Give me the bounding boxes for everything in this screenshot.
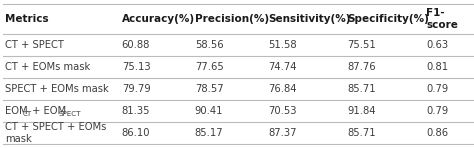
Text: 0.63: 0.63 xyxy=(426,40,448,50)
Text: 0.86: 0.86 xyxy=(426,128,448,138)
Text: 79.79: 79.79 xyxy=(122,84,151,94)
Text: Specificity(%): Specificity(%) xyxy=(347,14,429,24)
Text: 60.88: 60.88 xyxy=(122,40,150,50)
Text: CT + SPECT: CT + SPECT xyxy=(5,40,64,50)
Text: Precision(%): Precision(%) xyxy=(195,14,269,24)
Text: CT + SPECT + EOMs
mask: CT + SPECT + EOMs mask xyxy=(5,122,106,144)
Text: 0.81: 0.81 xyxy=(426,62,448,72)
Text: 58.56: 58.56 xyxy=(195,40,223,50)
Text: 91.84: 91.84 xyxy=(347,106,375,116)
Text: 90.41: 90.41 xyxy=(195,106,223,116)
Text: SPECT: SPECT xyxy=(59,111,82,118)
Text: 78.57: 78.57 xyxy=(195,84,223,94)
Text: Metrics: Metrics xyxy=(5,14,49,24)
Text: Accuracy(%): Accuracy(%) xyxy=(122,14,195,24)
Text: 85.71: 85.71 xyxy=(347,84,376,94)
Text: 75.51: 75.51 xyxy=(347,40,376,50)
Text: 0.79: 0.79 xyxy=(426,84,448,94)
Text: CT + EOMs mask: CT + EOMs mask xyxy=(5,62,90,72)
Text: 74.74: 74.74 xyxy=(268,62,296,72)
Text: + EOM: + EOM xyxy=(33,106,67,116)
Text: 51.58: 51.58 xyxy=(268,40,297,50)
Text: 76.84: 76.84 xyxy=(268,84,296,94)
Text: 81.35: 81.35 xyxy=(122,106,150,116)
Text: CT: CT xyxy=(22,111,32,118)
Text: 85.17: 85.17 xyxy=(195,128,223,138)
Text: 86.10: 86.10 xyxy=(122,128,150,138)
Text: 70.53: 70.53 xyxy=(268,106,296,116)
Text: SPECT + EOMs mask: SPECT + EOMs mask xyxy=(5,84,109,94)
Text: 87.76: 87.76 xyxy=(347,62,376,72)
Text: EOM: EOM xyxy=(5,106,27,116)
Text: 75.13: 75.13 xyxy=(122,62,150,72)
Text: 77.65: 77.65 xyxy=(195,62,224,72)
Text: 85.71: 85.71 xyxy=(347,128,376,138)
Text: Sensitivity(%): Sensitivity(%) xyxy=(268,14,350,24)
Text: 87.37: 87.37 xyxy=(268,128,296,138)
Text: F1-
score: F1- score xyxy=(426,8,458,30)
Text: 0.79: 0.79 xyxy=(426,106,448,116)
